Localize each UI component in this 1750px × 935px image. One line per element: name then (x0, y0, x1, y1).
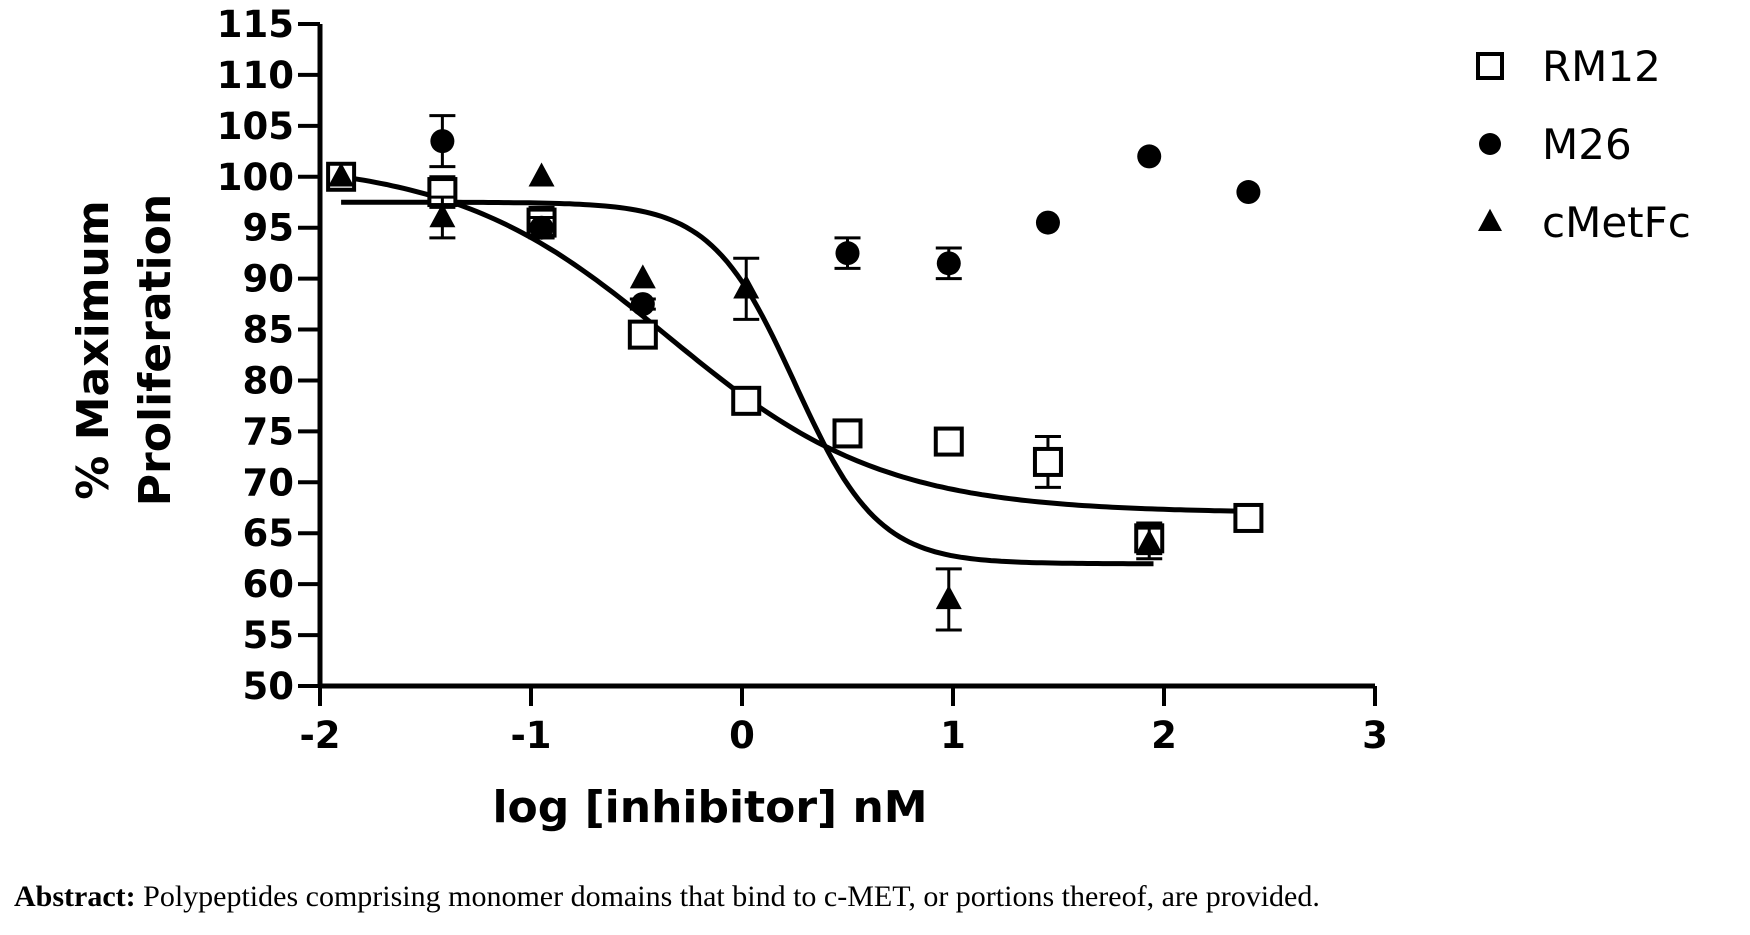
x-axis-title: log [inhibitor] nM (492, 782, 927, 833)
point-rm12 (733, 388, 759, 414)
point-cmetfc (936, 585, 962, 609)
y-tick-label: 60 (243, 563, 295, 606)
point-rm12 (835, 420, 861, 446)
x-tick-label: 0 (729, 714, 755, 757)
y-tick-label: 95 (243, 207, 295, 250)
point-rm12 (1235, 505, 1261, 531)
point-m26 (937, 251, 961, 275)
y-tick-label: 110 (217, 54, 294, 97)
axes: 50 55 60 65 70 75 80 85 90 95 100 105 110 115 -2 -1 0 1 2 3 (217, 3, 1388, 757)
y-tick-label: 80 (243, 359, 295, 402)
point-m26 (1236, 180, 1260, 204)
y-tick-label: 105 (217, 105, 294, 148)
x-tick-label: 1 (940, 714, 966, 757)
y-tick-label: 55 (243, 614, 295, 657)
point-m26 (1137, 144, 1161, 168)
fit-curves (341, 177, 1248, 564)
point-m26 (631, 292, 655, 316)
legend-label-m26: M26 (1542, 120, 1632, 169)
y-axis-title-line-2: Proliferation (130, 194, 181, 506)
point-rm12 (1035, 449, 1061, 475)
y-tick-label: 65 (243, 512, 295, 555)
legend-marker-m26 (1479, 133, 1501, 155)
x-tick-label: 3 (1362, 714, 1388, 757)
y-tick-label: 50 (243, 665, 295, 708)
legend-marker-rm12 (1478, 54, 1502, 78)
point-m26 (430, 129, 454, 153)
y-tick-label: 90 (243, 258, 295, 301)
point-m26 (836, 241, 860, 265)
y-tick-label: 70 (243, 461, 295, 504)
point-rm12 (936, 429, 962, 455)
y-axis-title-line-1: % Maximum (68, 200, 119, 499)
point-rm12 (630, 322, 656, 348)
legend-label-rm12: RM12 (1542, 42, 1661, 91)
point-m26 (530, 216, 554, 240)
legend-label-cmetfc: cMetFc (1542, 198, 1691, 247)
x-tick-label: -1 (510, 714, 551, 757)
x-tick-label: 2 (1151, 714, 1177, 757)
point-cmetfc (529, 162, 555, 186)
legend: RM12 M26 cMetFc (1478, 42, 1691, 247)
y-tick-label: 75 (243, 410, 295, 453)
point-m26 (1036, 211, 1060, 235)
y-tick-label: 115 (217, 3, 294, 46)
abstract-label: Abstract: (14, 880, 136, 913)
fit-curve-cmetfc (341, 202, 1153, 564)
point-cmetfc (630, 264, 656, 288)
fit-curve-rm12 (341, 177, 1248, 512)
abstract-text: Polypeptides comprising monomer domains … (136, 880, 1320, 913)
y-tick-label: 100 (217, 156, 294, 199)
y-tick-label: 85 (243, 309, 295, 352)
data-points (328, 116, 1261, 630)
x-tick-label: -2 (299, 714, 340, 757)
legend-marker-cmetfc (1478, 209, 1502, 231)
abstract-caption: Abstract: Polypeptides comprising monome… (14, 880, 1320, 914)
chart: 50 55 60 65 70 75 80 85 90 95 100 105 110 115 -2 -1 0 1 2 3… (0, 0, 1750, 870)
